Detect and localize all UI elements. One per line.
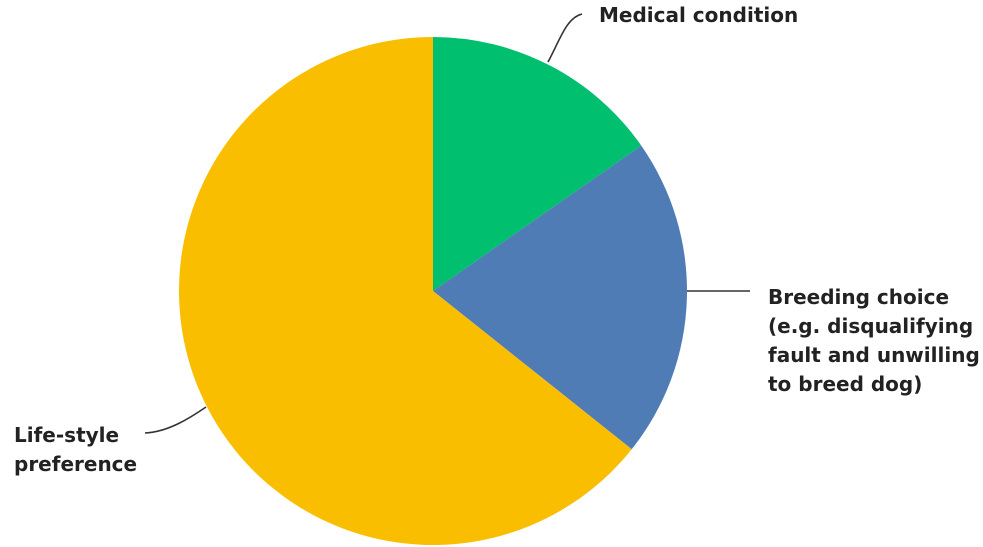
leader-line-2 [144, 406, 207, 434]
slice-label-line: fault and unwilling [768, 343, 980, 367]
slice-label-line: (e.g. disqualifying [768, 314, 973, 338]
slice-label-2: Life-style preference [14, 423, 137, 476]
slice-label-1: Breeding choice (e.g. disqualifying fault … [768, 285, 980, 396]
slice-label-line: Life-style [14, 423, 119, 447]
slice-label-line: preference [14, 452, 137, 476]
pie-slices [179, 37, 687, 545]
pie-slice-0 [433, 37, 642, 291]
pie-slice-2 [179, 37, 632, 545]
slice-label-line: to breed dog) [768, 372, 922, 396]
slice-labels: Medical condition Breeding choice (e.g. di… [14, 3, 980, 476]
slice-label-line: Medical condition [599, 3, 798, 27]
slice-label-0: Medical condition [599, 3, 798, 27]
pie-slice-1 [433, 145, 687, 450]
slice-label-line: Breeding choice [768, 285, 949, 309]
leader-lines [144, 13, 750, 434]
leader-line-0 [547, 13, 583, 63]
